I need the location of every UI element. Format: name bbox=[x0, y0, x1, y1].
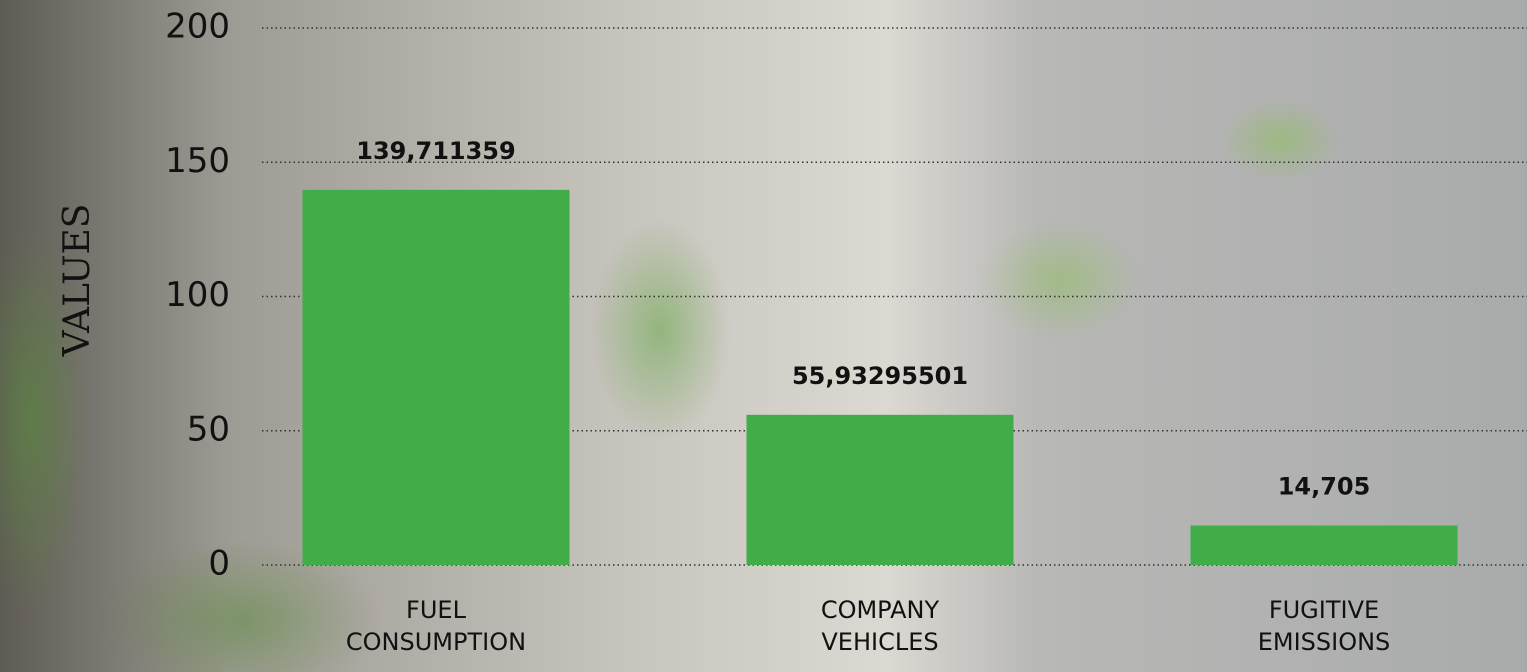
x-tick-label: FUEL CONSUMPTION bbox=[336, 594, 536, 658]
y-tick-label: 200 bbox=[165, 7, 230, 47]
chart: VALUES 0 50 100 150 200 139,711359 55,93295501… bbox=[0, 0, 1527, 672]
x-tick-label: FUGITIVE EMISSIONS bbox=[1234, 594, 1414, 658]
data-label: 139,711359 bbox=[356, 137, 515, 165]
y-axis-title: VALUES bbox=[57, 204, 98, 358]
y-tick-label: 150 bbox=[165, 141, 230, 181]
data-label: 55,93295501 bbox=[792, 362, 968, 390]
bar bbox=[303, 190, 570, 565]
y-tick-label: 0 bbox=[208, 544, 230, 584]
bar bbox=[1191, 526, 1458, 565]
bar bbox=[747, 415, 1014, 565]
y-tick-label: 100 bbox=[165, 275, 230, 315]
x-tick-label: COMPANY VEHICLES bbox=[790, 594, 970, 658]
chart-container: VALUES 0 50 100 150 200 139,711359 55,93295501… bbox=[0, 0, 1527, 672]
data-label: 14,705 bbox=[1278, 473, 1371, 501]
y-tick-label: 50 bbox=[187, 409, 230, 449]
